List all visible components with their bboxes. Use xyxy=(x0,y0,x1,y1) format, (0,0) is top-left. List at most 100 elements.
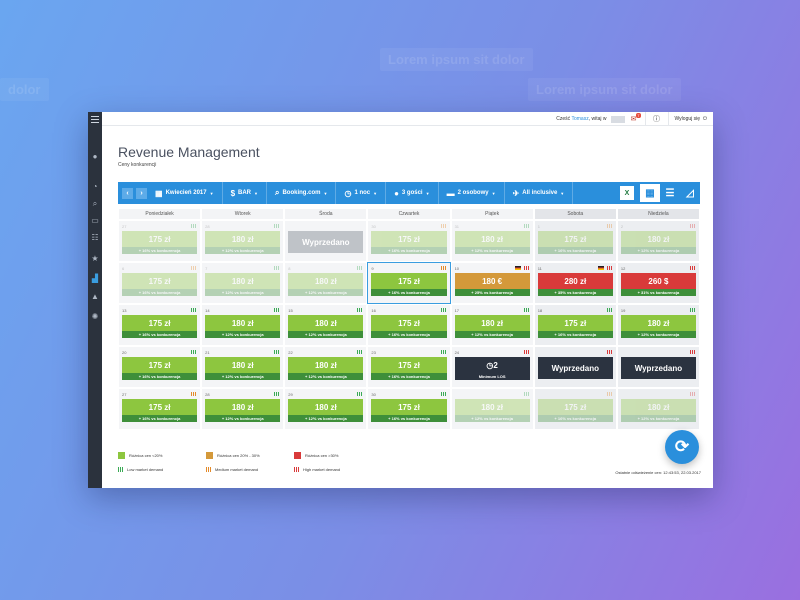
calendar-day-cell[interactable]: Wyprzedano xyxy=(533,346,617,388)
logout-button[interactable]: Wyloguj się ⏻ xyxy=(669,116,714,122)
demand-bar xyxy=(276,224,278,228)
calendar-day-cell[interactable]: 13 175 zł + 16% vs konkurencja xyxy=(118,304,202,346)
price-difference-label: + 16% vs konkurencja xyxy=(122,247,198,254)
calendar-day-cell[interactable]: 22 180 zł + 12% vs konkurencja xyxy=(284,346,368,388)
month-select[interactable]: ▦ Kwiecień 2017 ▼ xyxy=(147,182,223,204)
calendar-day-cell[interactable]: 21 180 zł + 12% vs konkurencja xyxy=(201,346,285,388)
demand-bar xyxy=(608,266,610,270)
prev-month-button[interactable]: ‹ xyxy=(122,187,133,199)
gear-icon[interactable]: ✺ xyxy=(91,312,99,321)
group-icon[interactable]: ☷ xyxy=(91,233,99,242)
clock-icon: ◷ xyxy=(344,188,352,198)
calendar-day-cell[interactable]: 27 175 zł + 16% vs konkurencja xyxy=(118,220,202,262)
thumbs-up-icon[interactable]: ▲ xyxy=(91,292,99,301)
channel-select[interactable]: ⌕ Booking.com ▼ xyxy=(267,182,337,204)
search-icon[interactable]: ⌕ xyxy=(92,199,98,208)
info-icon[interactable]: ⓘ xyxy=(653,116,660,123)
calendar-day-cell[interactable]: 30 175 zł + 16% vs konkurencja xyxy=(367,388,451,430)
logout-label: Wyloguj się xyxy=(674,116,701,122)
demand-bar xyxy=(191,224,193,228)
nights-select[interactable]: ◷ 1 noc ▼ xyxy=(336,182,387,204)
hamburger-line xyxy=(91,121,99,123)
calendar-day-cell[interactable]: 7 180 zł + 12% vs konkurencja xyxy=(201,262,285,304)
demand-indicator xyxy=(514,266,529,270)
demand-bar xyxy=(525,350,527,354)
chart-icon[interactable]: ▟ xyxy=(91,274,99,283)
demand-bar xyxy=(606,350,608,354)
room-select[interactable]: ▬ 2 osobowy ▼ xyxy=(439,182,505,204)
demand-bar xyxy=(610,392,612,396)
demand-bar xyxy=(440,308,442,312)
demand-bars-icon xyxy=(206,466,211,472)
refresh-button[interactable]: ⟳ xyxy=(665,430,699,464)
guests-select[interactable]: ● 3 gości ▼ xyxy=(386,182,439,204)
legend-item: High market demand xyxy=(294,466,382,472)
demand-bar xyxy=(278,350,280,354)
calendar-day-cell[interactable]: 16 175 zł + 16% vs konkurencja xyxy=(367,304,451,346)
calendar-day-cell[interactable]: 19 180 zł + 12% vs konkurencja xyxy=(616,304,700,346)
calendar-day-cell[interactable]: 14 180 zł + 12% vs konkurencja xyxy=(201,304,285,346)
demand-bar xyxy=(606,392,608,396)
rate-label: BAR xyxy=(238,190,252,196)
day-number: 19 xyxy=(620,308,626,313)
calendar-day-cell[interactable]: 9 175 zł + 16% vs konkurencja xyxy=(367,262,451,304)
calendar-day-cell[interactable]: 24 ◷ 2 Minimum LOS xyxy=(450,346,534,388)
legend-label: Medium market demand xyxy=(215,466,259,472)
calendar-day-cell[interactable]: 15 180 zł + 12% vs konkurencja xyxy=(284,304,368,346)
list-view-icon[interactable]: ☰ xyxy=(665,187,675,199)
calendar-day-cell[interactable]: 30 175 zł + 16% vs konkurencja xyxy=(367,220,451,262)
nights-label: 1 noc xyxy=(354,190,371,196)
search-icon: ⌕ xyxy=(274,188,280,197)
day-number: 6 xyxy=(122,266,125,271)
calendar-day-cell[interactable]: 18 175 zł + 16% vs konkurencja xyxy=(533,304,617,346)
refresh-icon: ⟳ xyxy=(674,437,690,456)
calendar-day-cell[interactable]: 31 180 zł + 12% vs konkurencja xyxy=(450,220,534,262)
calendar-day-cell[interactable]: 6 175 zł + 16% vs konkurencja xyxy=(118,262,202,304)
rate-select[interactable]: $ BAR ▼ xyxy=(223,182,267,204)
calendar-day-cell[interactable]: 180 zł + 12% vs konkurencja xyxy=(616,388,700,430)
calendar-day-cell[interactable]: 2 180 zł + 12% vs konkurencja xyxy=(616,220,700,262)
messages-icon[interactable]: ✉ 7 xyxy=(630,113,641,123)
user-name-link[interactable]: Tomasz xyxy=(571,116,589,122)
user-icon[interactable]: ● xyxy=(92,152,98,161)
chart-view-icon[interactable]: ◿ xyxy=(686,187,694,199)
calendar-day-cell[interactable]: 175 zł + 16% vs konkurencja xyxy=(533,388,617,430)
dashboard-icon[interactable]: ◔ xyxy=(92,182,98,191)
calendar-day-cell[interactable]: 180 zł + 12% vs konkurencja xyxy=(450,388,534,430)
calendar-day-cell[interactable]: 29 180 zł + 12% vs konkurencja xyxy=(284,388,368,430)
demand-indicator xyxy=(523,350,529,354)
calendar-day-cell[interactable]: 23 175 zł + 16% vs konkurencja xyxy=(367,346,451,388)
calendar-day-cell[interactable]: Wyprzedano xyxy=(284,220,368,262)
calendar-day-cell[interactable]: 27 175 zł + 16% vs konkurencja xyxy=(118,388,202,430)
price-difference-label: + 16% vs konkurencja xyxy=(371,331,447,338)
demand-bar xyxy=(606,266,608,270)
demand-bar xyxy=(525,308,527,312)
price-label: 180 zł xyxy=(454,231,530,247)
greeting-prefix: Cześć xyxy=(556,116,572,122)
star-icon[interactable]: ★ xyxy=(91,254,99,263)
demand-bar xyxy=(610,350,612,354)
calendar-day-cell[interactable]: 1 175 zł + 16% vs konkurencja xyxy=(533,220,617,262)
next-month-button[interactable]: › xyxy=(136,187,147,199)
demand-bar xyxy=(274,350,276,354)
menu-toggle[interactable] xyxy=(88,112,102,126)
calendar-day-cell[interactable]: 8 180 zł + 12% vs konkurencja xyxy=(284,262,368,304)
calendar-day-cell[interactable]: 10 180 € + 25% vs konkurencja xyxy=(450,262,534,304)
board-select[interactable]: ✈ All inclusive ▼ xyxy=(505,182,574,204)
calendar-day-cell[interactable]: 20 175 zł + 16% vs konkurencja xyxy=(118,346,202,388)
calendar-day-cell[interactable]: Wyprzedano xyxy=(616,346,700,388)
calendar-day-cell[interactable]: 17 180 zł + 12% vs konkurencja xyxy=(450,304,534,346)
demand-bar xyxy=(527,308,529,312)
calendar-day-cell[interactable]: 11 280 zł + 35% vs konkurencja xyxy=(533,262,617,304)
calendar-day-cell[interactable]: 28 180 zł + 12% vs konkurencja xyxy=(201,388,285,430)
excel-export-icon[interactable]: X xyxy=(620,186,634,200)
demand-bar xyxy=(276,308,278,312)
day-number: 28 xyxy=(205,392,210,397)
calendar-day-cell[interactable]: 28 180 zł + 12% vs konkurencja xyxy=(201,220,285,262)
grid-view-icon[interactable]: ▦ xyxy=(640,184,660,202)
demand-bar xyxy=(193,350,195,354)
calendar-day-cell[interactable]: 12 260 $ + 31% vs konkurencja xyxy=(616,262,700,304)
avatar[interactable] xyxy=(610,115,625,123)
demand-indicator xyxy=(606,392,612,396)
card-icon[interactable]: ▭ xyxy=(91,216,99,225)
